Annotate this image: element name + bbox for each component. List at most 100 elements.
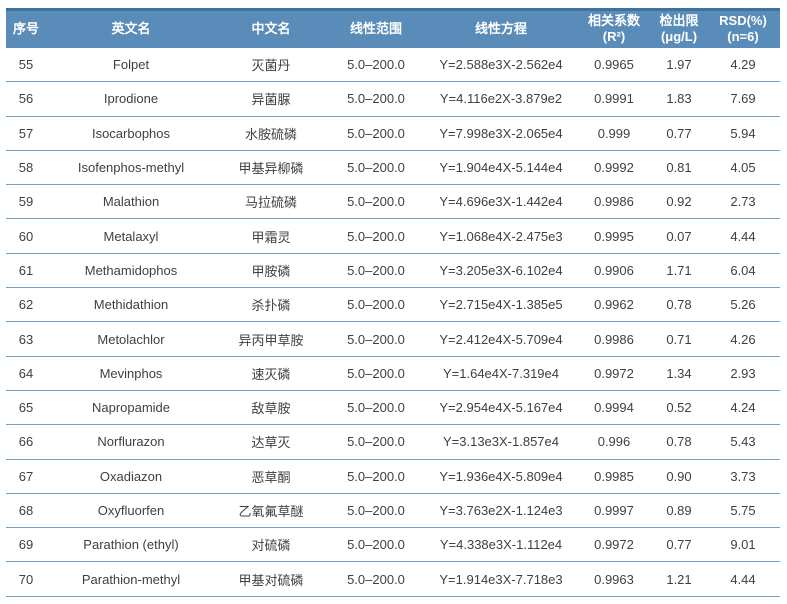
table-row: 68 Oxyfluorfen 乙氧氟草醚 5.0–200.0 Y=3.763e2… xyxy=(6,493,780,529)
cell-chinese-name: 异菌脲 xyxy=(216,81,326,117)
cell-detection-limit: 1.21 xyxy=(652,561,706,597)
cell-rsd: 7.69 xyxy=(706,81,780,117)
cell-linear-range: 5.0–200.0 xyxy=(326,527,426,563)
cell-detection-limit: 0.92 xyxy=(652,184,706,220)
column-header: RSD(%) (n=6) xyxy=(706,8,780,48)
column-header: 序号 xyxy=(6,8,46,48)
cell-correlation-coefficient: 0.9906 xyxy=(576,253,652,289)
table-row: 59 Malathion 马拉硫磷 5.0–200.0 Y=4.696e3X-1… xyxy=(6,184,780,220)
column-header-label: 英文名 xyxy=(111,21,151,37)
cell-correlation-coefficient: 0.9985 xyxy=(576,459,652,494)
cell-rsd: 4.44 xyxy=(706,218,780,254)
cell-linear-equation: Y=3.763e2X-1.124e3 xyxy=(426,493,576,529)
cell-linear-equation: Y=2.715e4X-1.385e5 xyxy=(426,287,576,323)
cell-rsd: 4.44 xyxy=(706,561,780,597)
cell-serial-number: 60 xyxy=(6,218,46,254)
table-header: 序号 英文名 中文名 线性范围 线性方程 相关系数 (R²) 检出限 (μg/L… xyxy=(6,8,780,48)
cell-linear-range: 5.0–200.0 xyxy=(326,287,426,323)
column-header: 英文名 xyxy=(46,8,216,48)
cell-correlation-coefficient: 0.9986 xyxy=(576,321,652,357)
cell-correlation-coefficient: 0.9991 xyxy=(576,81,652,117)
cell-detection-limit: 0.77 xyxy=(652,116,706,151)
cell-detection-limit: 0.71 xyxy=(652,321,706,357)
table-row: 60 Metalaxyl 甲霜灵 5.0–200.0 Y=1.068e4X-2.… xyxy=(6,218,780,254)
column-header-sublabel: (n=6) xyxy=(727,29,759,45)
cell-linear-equation: Y=1.64e4X-7.319e4 xyxy=(426,356,576,391)
calibration-table-container: 序号 英文名 中文名 线性范围 线性方程 相关系数 (R²) 检出限 (μg/L… xyxy=(6,8,780,597)
table-row: 58 Isofenphos-methyl 甲基异柳磷 5.0–200.0 Y=1… xyxy=(6,150,780,186)
cell-serial-number: 59 xyxy=(6,184,46,220)
column-header-label: 线性范围 xyxy=(349,21,402,37)
cell-linear-range: 5.0–200.0 xyxy=(326,184,426,220)
cell-chinese-name: 对硫磷 xyxy=(216,527,326,563)
cell-linear-range: 5.0–200.0 xyxy=(326,321,426,357)
cell-serial-number: 70 xyxy=(6,561,46,597)
column-header-sublabel: (μg/L) xyxy=(660,29,698,45)
cell-detection-limit: 0.52 xyxy=(652,390,706,426)
cell-detection-limit: 0.07 xyxy=(652,218,706,254)
cell-correlation-coefficient: 0.9986 xyxy=(576,184,652,220)
table-body: 55 Folpet 灭菌丹 5.0–200.0 Y=2.588e3X-2.562… xyxy=(6,47,780,597)
cell-linear-range: 5.0–200.0 xyxy=(326,390,426,426)
cell-correlation-coefficient: 0.9962 xyxy=(576,287,652,323)
cell-rsd: 9.01 xyxy=(706,527,780,563)
cell-rsd: 2.93 xyxy=(706,356,780,391)
table-row: 70 Parathion-methyl 甲基对硫磷 5.0–200.0 Y=1.… xyxy=(6,561,780,597)
table-row: 55 Folpet 灭菌丹 5.0–200.0 Y=2.588e3X-2.562… xyxy=(6,47,780,83)
cell-serial-number: 55 xyxy=(6,47,46,83)
cell-chinese-name: 恶草酮 xyxy=(216,459,326,494)
cell-linear-equation: Y=1.068e4X-2.475e3 xyxy=(426,218,576,254)
cell-chinese-name: 甲基异柳磷 xyxy=(216,150,326,186)
table-row: 67 Oxadiazon 恶草酮 5.0–200.0 Y=1.936e4X-5.… xyxy=(6,459,780,494)
cell-chinese-name: 异丙甲草胺 xyxy=(216,321,326,357)
cell-linear-equation: Y=1.914e3X-7.718e3 xyxy=(426,561,576,597)
cell-linear-equation: Y=1.936e4X-5.809e4 xyxy=(426,459,576,494)
table-row: 61 Methamidophos 甲胺磷 5.0–200.0 Y=3.205e3… xyxy=(6,253,780,289)
table-row: 56 Iprodione 异菌脲 5.0–200.0 Y=4.116e2X-3.… xyxy=(6,81,780,117)
column-header: 线性方程 xyxy=(426,8,576,48)
cell-linear-range: 5.0–200.0 xyxy=(326,150,426,186)
cell-correlation-coefficient: 0.996 xyxy=(576,424,652,460)
cell-rsd: 3.73 xyxy=(706,459,780,494)
cell-linear-equation: Y=4.338e3X-1.112e4 xyxy=(426,527,576,563)
cell-rsd: 5.43 xyxy=(706,424,780,460)
cell-detection-limit: 1.97 xyxy=(652,47,706,83)
cell-chinese-name: 水胺硫磷 xyxy=(216,116,326,151)
cell-english-name: Oxadiazon xyxy=(46,459,216,494)
cell-english-name: Norflurazon xyxy=(46,424,216,460)
cell-english-name: Folpet xyxy=(46,47,216,83)
column-header-label: 序号 xyxy=(12,21,39,37)
cell-linear-range: 5.0–200.0 xyxy=(326,493,426,529)
cell-english-name: Methidathion xyxy=(46,287,216,323)
cell-linear-range: 5.0–200.0 xyxy=(326,356,426,391)
cell-serial-number: 62 xyxy=(6,287,46,323)
cell-linear-equation: Y=4.696e3X-1.442e4 xyxy=(426,184,576,220)
cell-chinese-name: 速灭磷 xyxy=(216,356,326,391)
cell-serial-number: 67 xyxy=(6,459,46,494)
cell-serial-number: 56 xyxy=(6,81,46,117)
cell-chinese-name: 乙氧氟草醚 xyxy=(216,493,326,529)
cell-serial-number: 57 xyxy=(6,116,46,151)
cell-english-name: Napropamide xyxy=(46,390,216,426)
cell-rsd: 4.26 xyxy=(706,321,780,357)
cell-chinese-name: 灭菌丹 xyxy=(216,47,326,83)
column-header-sublabel: (R²) xyxy=(602,29,626,45)
cell-english-name: Methamidophos xyxy=(46,253,216,289)
table-row: 69 Parathion (ethyl) 对硫磷 5.0–200.0 Y=4.3… xyxy=(6,527,780,563)
cell-correlation-coefficient: 0.9972 xyxy=(576,527,652,563)
cell-rsd: 5.75 xyxy=(706,493,780,529)
cell-linear-range: 5.0–200.0 xyxy=(326,47,426,83)
column-header: 线性范围 xyxy=(326,8,426,48)
cell-serial-number: 69 xyxy=(6,527,46,563)
cell-linear-equation: Y=1.904e4X-5.144e4 xyxy=(426,150,576,186)
cell-correlation-coefficient: 0.9963 xyxy=(576,561,652,597)
cell-serial-number: 68 xyxy=(6,493,46,529)
cell-correlation-coefficient: 0.9995 xyxy=(576,218,652,254)
column-header-label: 中文名 xyxy=(251,21,291,37)
cell-serial-number: 66 xyxy=(6,424,46,460)
cell-serial-number: 63 xyxy=(6,321,46,357)
column-header: 中文名 xyxy=(216,8,326,48)
cell-linear-equation: Y=4.116e2X-3.879e2 xyxy=(426,81,576,117)
cell-english-name: Mevinphos xyxy=(46,356,216,391)
cell-chinese-name: 敌草胺 xyxy=(216,390,326,426)
